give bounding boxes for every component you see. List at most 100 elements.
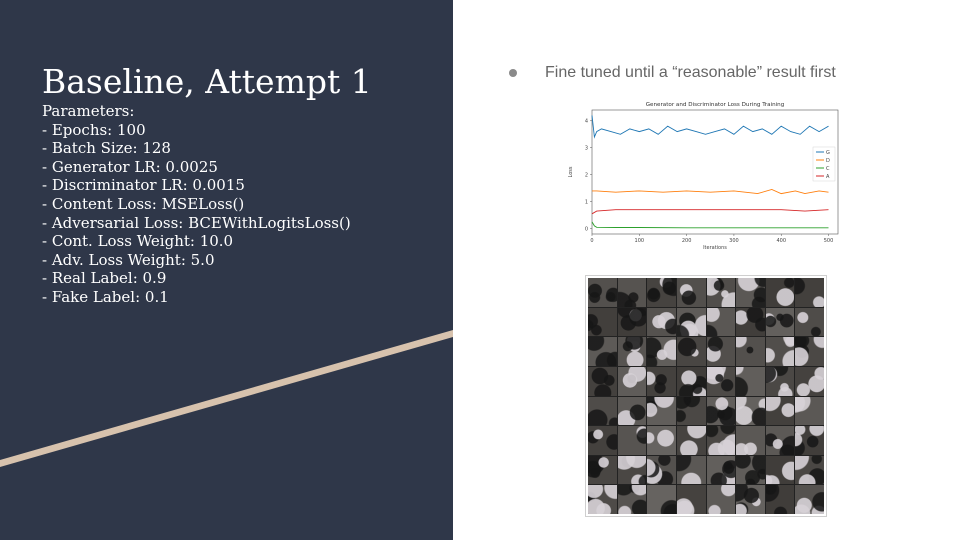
left-panel: Baseline, Attempt 1 Parameters: - Epochs… [0,0,453,540]
x-axis-label: Iterations [703,245,727,251]
sample-tile [647,396,676,426]
sample-tile [706,366,736,396]
param-content-loss: - Content Loss: MSELoss() [42,194,245,213]
sample-tile [795,485,824,514]
sample-tile [676,426,706,455]
y-tick-label: 2 [585,172,588,178]
legend-label-D: D [826,158,830,164]
sample-tile [617,278,647,307]
legend-label-A: A [826,174,830,180]
sample-tile [617,307,647,337]
sample-tile [706,396,736,426]
sample-tile [588,426,617,455]
sample-tile [765,485,795,514]
sample-tile [647,366,676,396]
y-tick-label: 4 [585,119,588,125]
sample-tile [647,307,676,337]
sample-grid [585,275,827,517]
sample-tile [765,337,795,366]
sample-tile [676,337,706,366]
loss-chart-svg: Generator and Discriminator Loss During … [568,102,839,251]
sample-tile [617,337,647,366]
sample-tile [706,426,736,455]
diagonal-stripe [0,330,453,467]
sample-tile [676,278,706,307]
slide-title: Baseline, Attempt 1 [42,62,372,101]
bullet-text: Fine tuned until a “reasonable” result f… [545,64,836,81]
sample-tile [647,337,676,366]
sample-tile [588,485,617,514]
sample-tile [706,455,736,485]
sample-tile [736,366,765,396]
sample-tile [647,455,676,485]
legend-label-C: C [826,166,830,172]
sample-tile [676,485,706,514]
param-batch-size: - Batch Size: 128 [42,139,171,158]
sample-tile [588,278,617,307]
param-adversarial-loss: - Adversarial Loss: BCEWithLogitsLoss() [42,213,351,232]
x-tick-label: 400 [776,238,786,244]
sample-tile [588,337,617,366]
parameters-heading: Parameters: [42,102,135,120]
sample-tile [706,337,736,366]
sample-tile [676,366,706,396]
param-adv-loss-weight: - Adv. Loss Weight: 5.0 [42,250,215,269]
sample-tile [765,455,795,485]
sample-tile [736,337,765,366]
series-line-C [591,221,829,229]
legend-box [812,146,836,182]
sample-tile [765,307,795,337]
sample-tile [617,455,647,485]
legend-label-G: G [826,150,830,156]
sample-tile [736,396,765,426]
y-tick-label: 1 [585,199,588,205]
sample-tile [617,426,647,455]
chart-title: Generator and Discriminator Loss During … [646,102,785,108]
param-discriminator-lr: - Discriminator LR: 0.0015 [42,176,245,195]
x-tick-label: 300 [729,238,739,244]
plot-area [591,109,839,235]
sample-tile [617,396,647,426]
sample-tile [647,278,676,307]
sample-tile [617,485,647,514]
sample-tile [736,278,765,307]
x-tick-label: 200 [682,238,692,244]
y-axis-label: Loss [568,166,574,177]
sample-tile [676,455,706,485]
loss-chart: Generator and Discriminator Loss During … [562,98,844,256]
sample-tile [588,396,617,426]
sample-tile [588,307,617,337]
sample-tile [647,485,676,514]
sample-tile [795,278,824,307]
sample-tile [676,396,706,426]
series-line-A [591,209,829,215]
sample-tile [795,307,824,337]
sample-tile [765,426,795,455]
sample-tile [765,278,795,307]
x-tick-label: 0 [590,238,593,244]
param-epochs: - Epochs: 100 [42,120,146,139]
sample-tile [676,307,706,337]
sample-tile [647,426,676,455]
y-tick-label: 3 [585,146,588,152]
sample-tile [736,426,765,455]
series-line-G [591,115,829,139]
sample-tile [736,455,765,485]
sample-tile [765,366,795,396]
sample-tile [795,455,824,485]
param-real-label: - Real Label: 0.9 [42,269,167,288]
bullet-item: Fine tuned until a “reasonable” result f… [509,62,836,84]
sample-tile [736,307,765,337]
y-tick-label: 0 [585,226,588,232]
bullet-dot-icon [509,69,517,77]
sample-tile [795,366,824,396]
series-line-D [592,189,829,195]
sample-tile [795,426,824,455]
sample-tile [736,485,765,514]
sample-tile [706,307,736,337]
diagonal-stripe-shape [0,330,453,467]
sample-tile [617,366,647,396]
sample-tile [588,455,617,485]
sample-tile [706,278,736,307]
parameters-list: Parameters: - Epochs: 100 - Batch Size: … [42,102,351,307]
